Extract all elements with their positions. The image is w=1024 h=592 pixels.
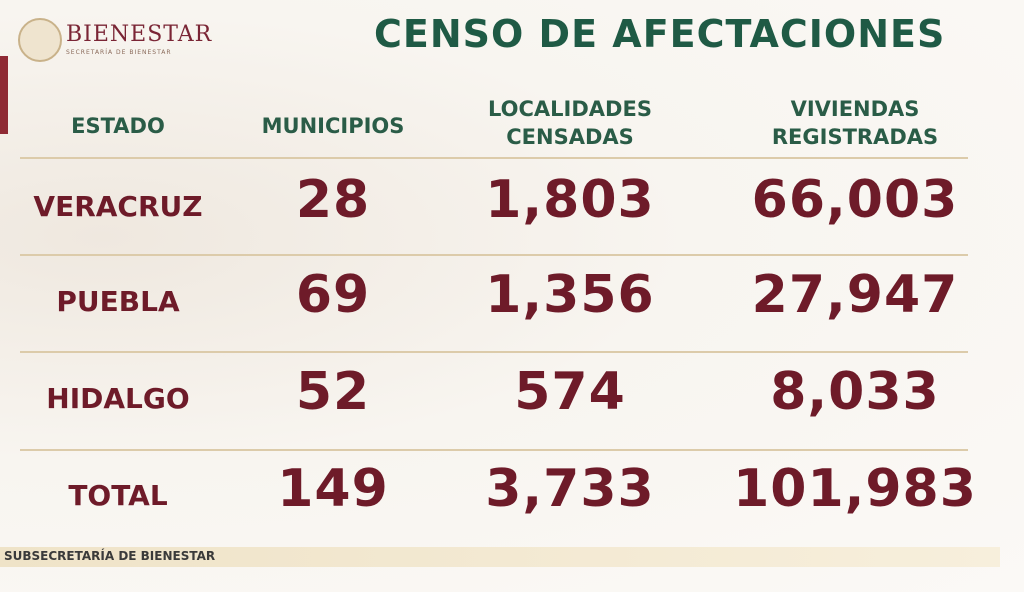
column-header: VIVIENDAS REGISTRADAS xyxy=(771,97,939,149)
column-header: LOCALIDADES CENSADAS xyxy=(488,97,652,149)
table-value: 1,356 xyxy=(485,265,655,325)
row-separator xyxy=(20,157,968,159)
footer-bar xyxy=(0,547,1000,567)
table-value: 69 xyxy=(295,265,371,325)
accent-bar xyxy=(0,56,8,134)
footer-text: SUBSECRETARÍA DE BIENESTAR xyxy=(4,549,216,563)
logo-seal xyxy=(18,18,62,62)
state-name: HIDALGO xyxy=(46,382,190,415)
table-value: 101,983 xyxy=(733,459,977,519)
logo-subtitle: SECRETARÍA DE BIENESTAR xyxy=(66,49,172,56)
state-name: TOTAL xyxy=(68,479,168,512)
state-name: PUEBLA xyxy=(56,285,180,318)
column-header: ESTADO xyxy=(71,114,165,138)
row-separator xyxy=(20,254,968,256)
row-separator xyxy=(20,351,968,353)
table-value: 66,003 xyxy=(751,170,959,230)
table-value: 28 xyxy=(295,170,371,230)
table-value: 52 xyxy=(295,362,371,422)
table-value: 3,733 xyxy=(485,459,655,519)
logo-title: BIENESTAR xyxy=(66,22,213,47)
table-value: 574 xyxy=(514,362,626,422)
table-value: 1,803 xyxy=(485,170,655,230)
table-value: 149 xyxy=(277,459,389,519)
table-value: 8,033 xyxy=(770,362,940,422)
state-name: VERACRUZ xyxy=(33,190,203,223)
column-header: MUNICIPIOS xyxy=(261,114,405,138)
slide-title: CENSO DE AFECTACIONES xyxy=(374,12,946,56)
row-separator xyxy=(20,449,968,451)
table-value: 27,947 xyxy=(751,265,959,325)
